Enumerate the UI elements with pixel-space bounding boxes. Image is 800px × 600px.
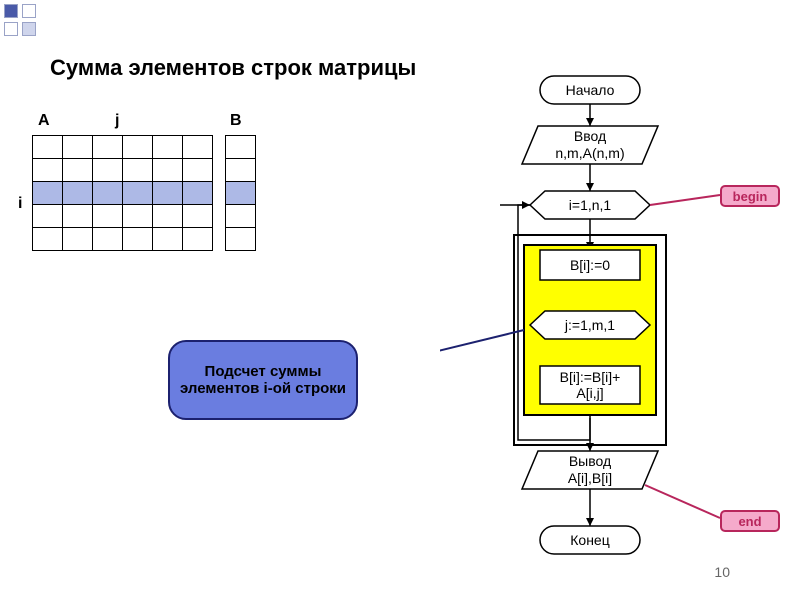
- node-output-l1: Вывод: [569, 453, 611, 469]
- node-output-l2: A[i],B[i]: [568, 470, 612, 486]
- flowchart: Начало Ввод n,m,A(n,m) i=1,n,1 B[i]:=0 j…: [440, 70, 780, 590]
- label-i: i: [18, 195, 22, 213]
- node-end: Конец: [570, 532, 609, 548]
- node-input-l1: Ввод: [574, 128, 606, 144]
- callout-bubble: Подсчет суммы элементов i-ой строки: [168, 340, 358, 420]
- label-j: j: [115, 112, 119, 130]
- callout-text: Подсчет суммы элементов i-ой строки: [176, 363, 350, 397]
- node-proc1: B[i]:=0: [570, 257, 610, 273]
- node-proc2-l1: B[i]:=B[i]+: [560, 369, 621, 385]
- node-loop2: j:=1,m,1: [564, 317, 615, 333]
- node-input-l2: n,m,A(n,m): [555, 145, 624, 161]
- matrix-B: [225, 135, 256, 251]
- node-loop1: i=1,n,1: [569, 197, 612, 213]
- matrix-A: [32, 135, 213, 251]
- slide-title: Сумма элементов строк матрицы: [50, 55, 416, 81]
- label-A: A: [38, 112, 50, 130]
- label-B: B: [230, 112, 242, 130]
- node-proc2-l2: A[i,j]: [576, 385, 603, 401]
- node-start: Начало: [566, 82, 615, 98]
